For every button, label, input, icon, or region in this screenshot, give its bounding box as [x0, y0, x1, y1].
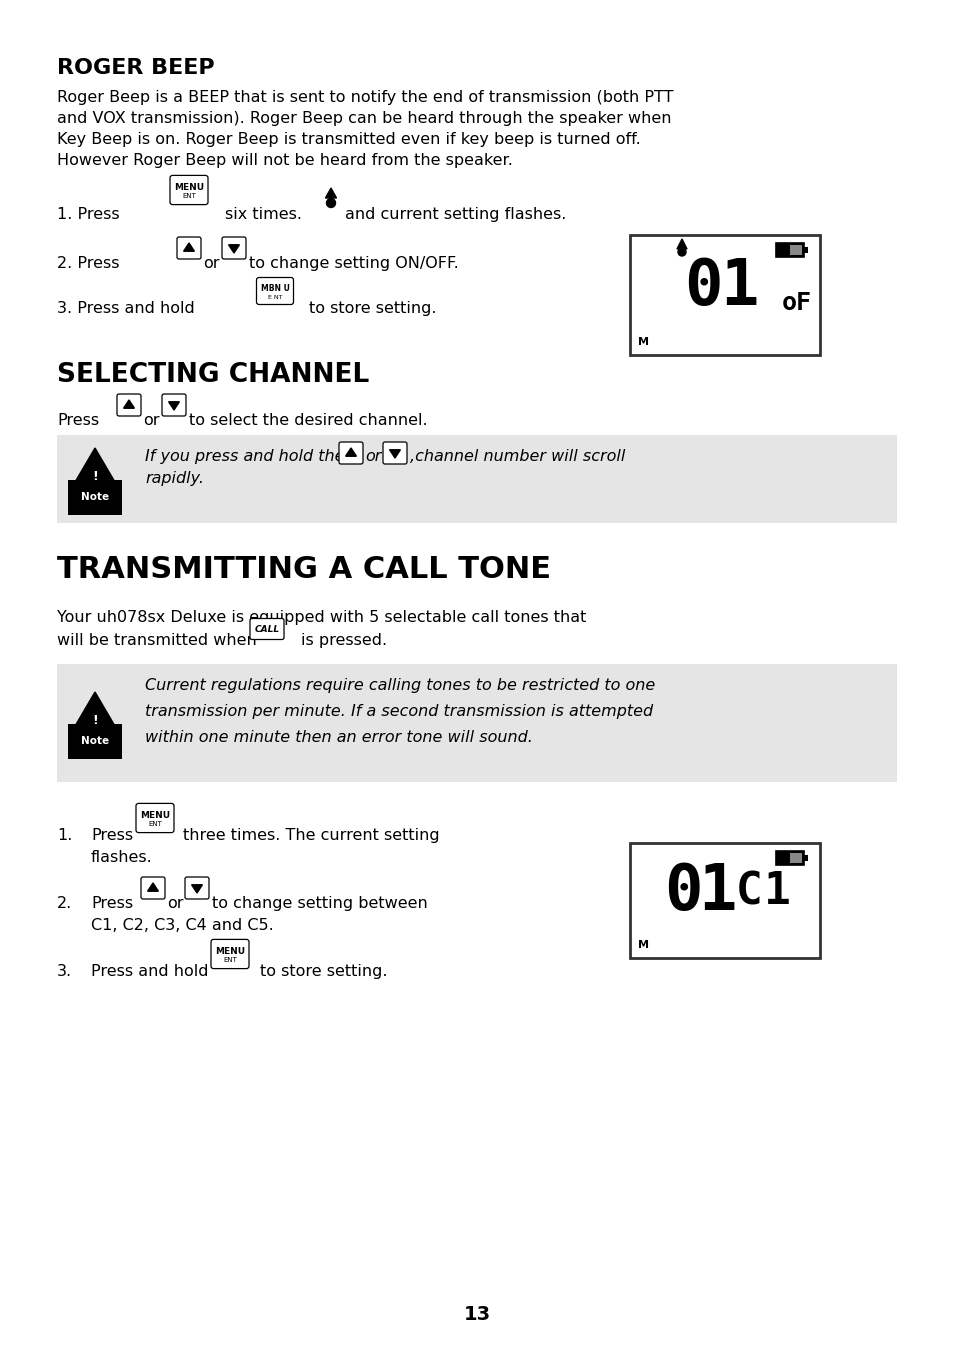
Text: flashes.: flashes.	[91, 850, 152, 865]
Text: M: M	[638, 940, 648, 950]
Text: !: !	[92, 713, 98, 726]
FancyBboxPatch shape	[338, 443, 363, 464]
Polygon shape	[124, 399, 134, 409]
Bar	[789, 245, 801, 256]
Bar	[803, 854, 807, 861]
Text: transmission per minute. If a second transmission is attempted: transmission per minute. If a second tra…	[145, 703, 653, 720]
Text: MENU: MENU	[173, 183, 204, 191]
Bar	[803, 247, 807, 253]
Text: to select the desired channel.: to select the desired channel.	[189, 413, 427, 428]
Text: and current setting flashes.: and current setting flashes.	[345, 207, 566, 222]
Text: is pressed.: is pressed.	[301, 633, 387, 648]
Text: ,channel number will scroll: ,channel number will scroll	[410, 449, 625, 464]
Bar	[789, 853, 801, 862]
Text: Note: Note	[81, 492, 109, 502]
Text: MBN U: MBN U	[260, 284, 289, 293]
Text: MENU: MENU	[214, 947, 245, 955]
Bar	[775, 243, 803, 257]
Text: or: or	[167, 896, 183, 911]
Text: to change setting between: to change setting between	[212, 896, 427, 911]
Text: CALL: CALL	[254, 624, 279, 633]
Text: or: or	[143, 413, 159, 428]
Text: Press and hold: Press and hold	[91, 964, 209, 979]
FancyBboxPatch shape	[162, 394, 186, 416]
Polygon shape	[325, 188, 336, 198]
Text: 3.: 3.	[57, 964, 72, 979]
Text: to store setting.: to store setting.	[260, 964, 387, 979]
Text: six times.: six times.	[225, 207, 302, 222]
Circle shape	[326, 199, 335, 207]
Bar	[57, 664, 896, 781]
Text: or: or	[203, 256, 219, 270]
Polygon shape	[72, 448, 118, 487]
Text: 1. Press: 1. Press	[57, 207, 119, 222]
FancyBboxPatch shape	[117, 394, 141, 416]
Text: will be transmitted when: will be transmitted when	[57, 633, 256, 648]
Text: Note: Note	[81, 736, 109, 746]
Text: C: C	[735, 870, 761, 913]
Bar	[775, 850, 803, 865]
Text: Roger Beep is a BEEP that is sent to notify the end of transmission (both PTT
an: Roger Beep is a BEEP that is sent to not…	[57, 90, 673, 168]
FancyBboxPatch shape	[382, 443, 407, 464]
Text: or: or	[365, 449, 381, 464]
Text: Your uh078sx Deluxe is equipped with 5 selectable call tones that: Your uh078sx Deluxe is equipped with 5 s…	[57, 611, 586, 625]
Polygon shape	[229, 245, 239, 253]
Text: three times. The current setting: three times. The current setting	[183, 829, 439, 843]
Text: ROGER BEEP: ROGER BEEP	[57, 58, 214, 78]
Polygon shape	[192, 885, 202, 893]
Text: 13: 13	[463, 1305, 490, 1323]
FancyBboxPatch shape	[250, 619, 284, 639]
Polygon shape	[148, 882, 158, 892]
Polygon shape	[72, 691, 118, 730]
Text: 2. Press: 2. Press	[57, 256, 119, 270]
Text: SELECTING CHANNEL: SELECTING CHANNEL	[57, 362, 369, 387]
FancyBboxPatch shape	[185, 877, 209, 898]
Text: C1, C2, C3, C4 and C5.: C1, C2, C3, C4 and C5.	[91, 919, 274, 933]
FancyBboxPatch shape	[256, 277, 294, 304]
Text: M: M	[638, 338, 648, 347]
Text: 1: 1	[719, 256, 758, 317]
Text: within one minute then an error tone will sound.: within one minute then an error tone wil…	[145, 730, 533, 745]
Text: to store setting.: to store setting.	[309, 301, 436, 316]
Text: 1: 1	[762, 870, 789, 913]
FancyBboxPatch shape	[141, 877, 165, 898]
Text: !: !	[92, 469, 98, 483]
FancyBboxPatch shape	[136, 803, 173, 833]
Text: TRANSMITTING A CALL TONE: TRANSMITTING A CALL TONE	[57, 555, 551, 584]
Text: Current regulations require calling tones to be restricted to one: Current regulations require calling tone…	[145, 678, 655, 693]
FancyBboxPatch shape	[177, 237, 201, 260]
Text: ENT: ENT	[148, 820, 162, 827]
Text: rapidly.: rapidly.	[145, 471, 204, 486]
Text: 0: 0	[663, 861, 701, 923]
Polygon shape	[345, 448, 356, 456]
Text: Press: Press	[57, 413, 99, 428]
Polygon shape	[389, 449, 400, 459]
FancyBboxPatch shape	[170, 175, 208, 204]
Text: 0: 0	[683, 256, 721, 317]
Text: to change setting ON/OFF.: to change setting ON/OFF.	[249, 256, 458, 270]
FancyBboxPatch shape	[211, 939, 249, 968]
Text: oF: oF	[781, 291, 811, 315]
Text: 1: 1	[697, 861, 736, 923]
Text: MENU: MENU	[140, 811, 170, 819]
Polygon shape	[677, 239, 686, 249]
Bar	[629, 235, 820, 355]
Text: E NT: E NT	[268, 295, 282, 300]
Text: ENT: ENT	[223, 958, 236, 963]
Text: 3. Press and hold: 3. Press and hold	[57, 301, 194, 316]
Text: Press: Press	[91, 829, 133, 843]
Polygon shape	[183, 243, 194, 252]
Text: 2.: 2.	[57, 896, 72, 911]
FancyBboxPatch shape	[222, 237, 246, 260]
Text: Press: Press	[91, 896, 133, 911]
Text: 1.: 1.	[57, 829, 72, 843]
Text: If you press and hold the: If you press and hold the	[145, 449, 344, 464]
Bar	[57, 434, 896, 523]
Bar	[629, 842, 820, 958]
Circle shape	[678, 247, 685, 256]
Polygon shape	[169, 402, 179, 410]
Text: ENT: ENT	[182, 194, 195, 199]
